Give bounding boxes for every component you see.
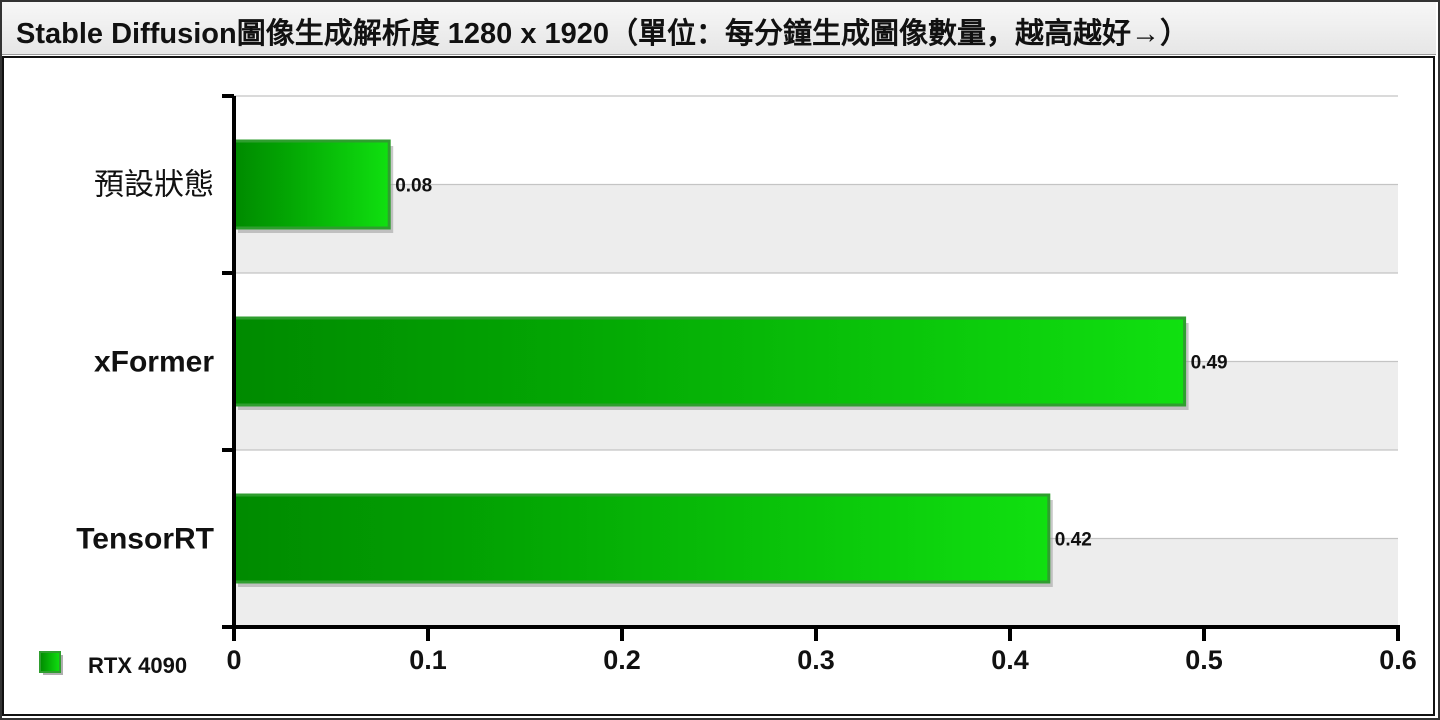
- x-tick-label: 0: [226, 645, 241, 675]
- plot-band-lower: [234, 184, 1398, 273]
- category-label: xFormer: [94, 346, 214, 379]
- bar-xformer: [232, 316, 1187, 407]
- plot-band-upper: [234, 96, 1398, 185]
- x-tick-label: 0.2: [603, 645, 641, 675]
- data-label: 0.42: [1055, 530, 1092, 551]
- category-label: 預設狀態: [94, 169, 214, 202]
- data-label: 0.08: [395, 176, 432, 197]
- x-tick-label: 0.6: [1379, 645, 1417, 675]
- bar-tensorrt: [232, 493, 1051, 584]
- legend-label: RTX 4090: [88, 653, 187, 678]
- legend-swatch: [39, 651, 61, 673]
- x-tick-label: 0.3: [797, 645, 835, 675]
- x-tick-label: 0.4: [991, 645, 1029, 675]
- title-bar: Stable Diffusion圖像生成解析度 1280 x 1920（單位：每…: [2, 2, 1436, 55]
- data-label: 0.49: [1191, 353, 1228, 374]
- bar-預設狀態: [232, 139, 391, 230]
- chart-title: Stable Diffusion圖像生成解析度 1280 x 1920（單位：每…: [16, 18, 1190, 50]
- x-tick-label: 0.5: [1185, 645, 1223, 675]
- x-tick-label: 0.1: [409, 645, 447, 675]
- category-label: TensorRT: [76, 523, 214, 556]
